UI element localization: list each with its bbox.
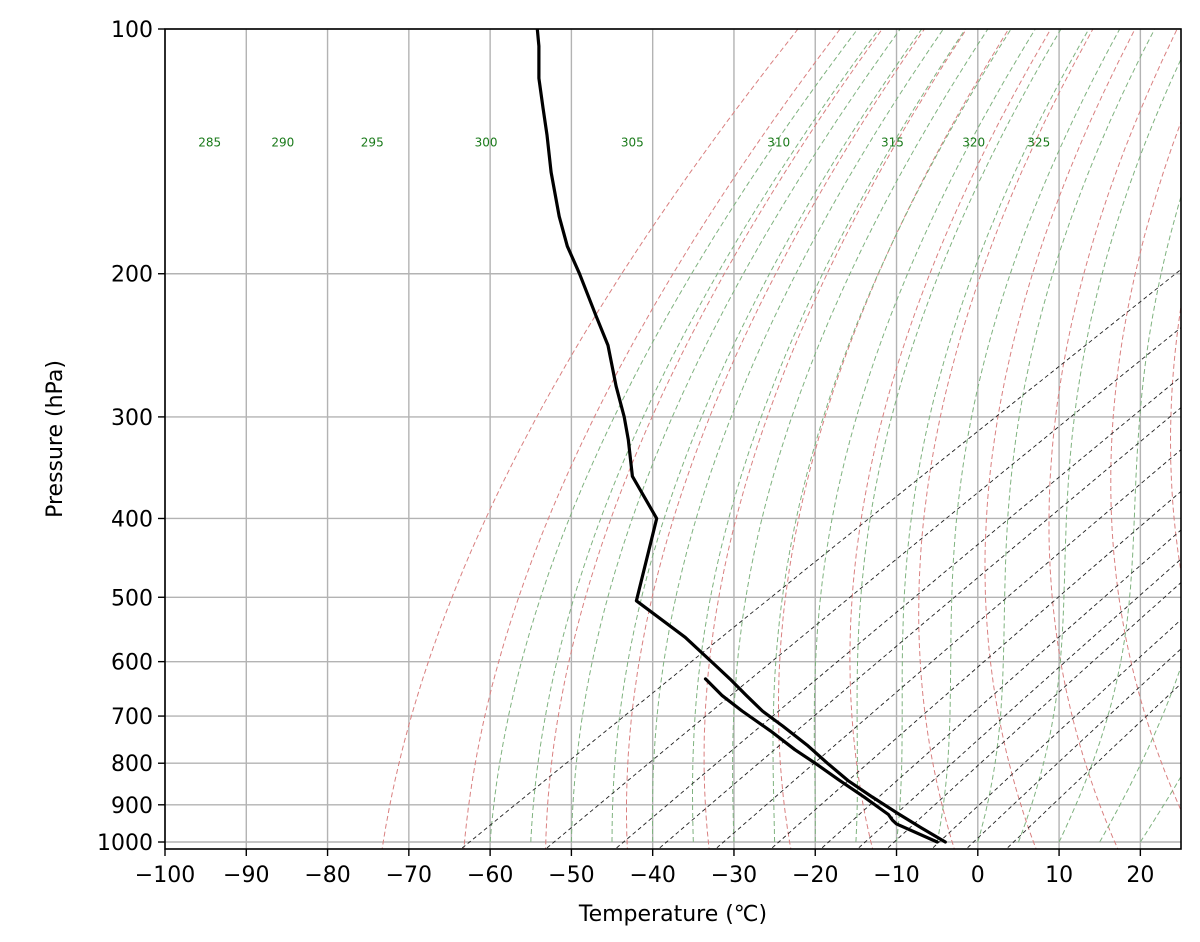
theta-label: 315 bbox=[881, 136, 904, 150]
x-axis-title: Temperature (℃) bbox=[578, 902, 767, 927]
x-tick-label: 0 bbox=[971, 863, 985, 888]
x-tick-label: −30 bbox=[711, 863, 757, 888]
y-tick-label: 600 bbox=[111, 651, 153, 676]
theta-label: 325 bbox=[1027, 136, 1050, 150]
y-tick-label: 300 bbox=[111, 406, 153, 431]
x-tick-label: −50 bbox=[548, 863, 594, 888]
x-tick-label: −40 bbox=[629, 863, 675, 888]
y-axis-title: Pressure (hPa) bbox=[43, 360, 68, 518]
theta-label: 290 bbox=[271, 136, 294, 150]
y-tick-label: 800 bbox=[111, 752, 153, 777]
y-tick-label: 900 bbox=[111, 794, 153, 819]
x-tick-label: −10 bbox=[873, 863, 919, 888]
x-tick-label: −80 bbox=[304, 863, 350, 888]
x-tick-label: 10 bbox=[1045, 863, 1073, 888]
x-tick-label: −20 bbox=[792, 863, 838, 888]
x-tick-label: −100 bbox=[135, 863, 195, 888]
x-tick-label: −70 bbox=[386, 863, 432, 888]
theta-label: 295 bbox=[361, 136, 384, 150]
x-tick-label: −90 bbox=[223, 863, 269, 888]
y-tick-label: 500 bbox=[111, 586, 153, 611]
theta-label: 285 bbox=[198, 136, 221, 150]
theta-label: 300 bbox=[475, 136, 498, 150]
theta-label: 310 bbox=[767, 136, 790, 150]
y-tick-label: 200 bbox=[111, 263, 153, 288]
y-tick-label: 1000 bbox=[97, 831, 153, 856]
theta-label: 305 bbox=[621, 136, 644, 150]
y-tick-label: 700 bbox=[111, 705, 153, 730]
x-tick-label: −60 bbox=[467, 863, 513, 888]
y-tick-label: 100 bbox=[111, 18, 153, 43]
theta-label: 320 bbox=[962, 136, 985, 150]
y-tick-label: 400 bbox=[111, 507, 153, 532]
x-tick-label: 20 bbox=[1126, 863, 1154, 888]
